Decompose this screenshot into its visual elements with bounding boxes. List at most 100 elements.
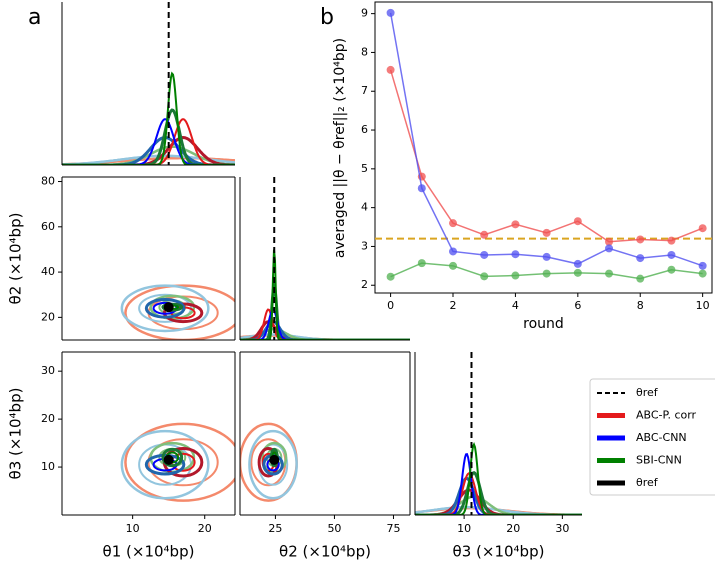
density-curve — [415, 495, 582, 515]
contour — [120, 429, 210, 500]
y-tick-label: 80 — [41, 175, 55, 188]
ref-point — [163, 454, 174, 465]
series-point — [386, 8, 395, 17]
y-axis-label: averaged ||θ − θref||₂ (×10⁴bp) — [332, 38, 348, 258]
legend-label: SBI-CNN — [636, 454, 682, 467]
subplot — [120, 422, 235, 502]
series-point — [667, 265, 676, 274]
density-curve — [240, 279, 410, 340]
series-point — [573, 259, 582, 268]
series-point — [542, 269, 551, 278]
x-tick-label: 10 — [696, 299, 710, 312]
y-axis-label: θ2 (×10⁴bp) — [7, 213, 25, 305]
y-tick-label: 6 — [361, 123, 368, 136]
y-axis-label: θ3 (×10⁴bp) — [7, 388, 25, 480]
y-tick-label: 2 — [361, 278, 368, 291]
y-tick-label: 3 — [361, 239, 368, 252]
series-point — [667, 236, 676, 245]
y-tick-label: 5 — [361, 162, 368, 175]
x-axis-label: θ2 (×10⁴bp) — [279, 543, 371, 561]
density-curve — [62, 145, 235, 165]
legend-label: ABC-P. corr — [636, 409, 697, 422]
legend-frame — [589, 378, 715, 496]
series-point — [636, 254, 645, 263]
series-point — [449, 247, 458, 256]
contour — [248, 429, 298, 500]
ref-point — [269, 454, 280, 465]
x-tick-label: 30 — [555, 522, 569, 535]
legend-label: ABC-CNN — [636, 431, 687, 444]
x-tick-label: 50 — [327, 522, 341, 535]
density-curve — [62, 118, 235, 165]
ref-point — [163, 302, 174, 313]
series-point — [605, 244, 614, 253]
contour — [124, 284, 235, 340]
x-axis-label: round — [523, 316, 564, 332]
y-tick-label: 60 — [41, 220, 55, 233]
y-tick-label: 9 — [361, 7, 368, 20]
legend: θref ABC-P. corr ABC-CNN SBI-CNN θref — [589, 378, 715, 496]
series-point — [511, 271, 520, 280]
x-tick-label: 10 — [126, 522, 140, 535]
series-point — [449, 261, 458, 270]
density-curve — [415, 441, 582, 515]
contour — [120, 284, 210, 333]
panel-label: b — [320, 5, 334, 30]
plot-frame — [374, 1, 713, 294]
y-tick-label: 8 — [361, 45, 368, 58]
subplot — [240, 422, 298, 502]
x-tick-label: 6 — [574, 299, 581, 312]
series-point — [480, 250, 489, 259]
series-point — [636, 274, 645, 283]
y-tick-label: 7 — [361, 84, 368, 97]
series-point — [417, 259, 426, 268]
contour — [144, 297, 186, 319]
series-point — [511, 220, 520, 229]
series-point — [417, 184, 426, 193]
series-point — [605, 269, 614, 278]
series-line — [389, 69, 703, 243]
contour — [124, 422, 235, 502]
subplot — [120, 284, 235, 340]
density-curve — [62, 118, 235, 165]
x-tick-label: 4 — [512, 299, 519, 312]
legend-label: θref — [636, 386, 659, 399]
series-point — [698, 261, 707, 270]
x-tick-label: 10 — [457, 522, 471, 535]
y-tick-label: 20 — [41, 310, 55, 323]
legend-label: θref — [636, 476, 659, 489]
contour — [144, 453, 186, 476]
series-point — [667, 250, 676, 259]
series-point — [386, 272, 395, 281]
contour — [161, 447, 184, 468]
x-axis-label: θ1 (×10⁴bp) — [103, 543, 195, 561]
x-tick-label: 8 — [637, 299, 644, 312]
x-tick-label: 25 — [268, 522, 282, 535]
density-curve — [240, 249, 410, 340]
density-curve — [240, 308, 410, 340]
subplot — [240, 177, 410, 340]
panel-label: a — [28, 5, 41, 30]
subplot — [415, 352, 582, 515]
y-tick-label: 20 — [41, 412, 55, 425]
y-tick-label: 40 — [41, 265, 55, 278]
series-point — [636, 235, 645, 244]
subplot — [62, 2, 235, 165]
y-tick-label: 4 — [361, 201, 368, 214]
x-tick-label: 20 — [506, 522, 520, 535]
x-tick-label: 20 — [198, 522, 212, 535]
density-curve — [240, 308, 410, 340]
series-point — [386, 65, 395, 74]
y-tick-label: 30 — [41, 364, 55, 377]
series-point — [542, 228, 551, 237]
series-point — [480, 272, 489, 281]
series-point — [573, 217, 582, 226]
series-line — [389, 12, 703, 267]
series-point — [449, 219, 458, 228]
x-tick-label: 2 — [450, 299, 457, 312]
series-point — [542, 252, 551, 261]
x-tick-label: 0 — [387, 299, 394, 312]
series-point — [698, 224, 707, 233]
x-axis-label: θ3 (×10⁴bp) — [453, 543, 545, 561]
